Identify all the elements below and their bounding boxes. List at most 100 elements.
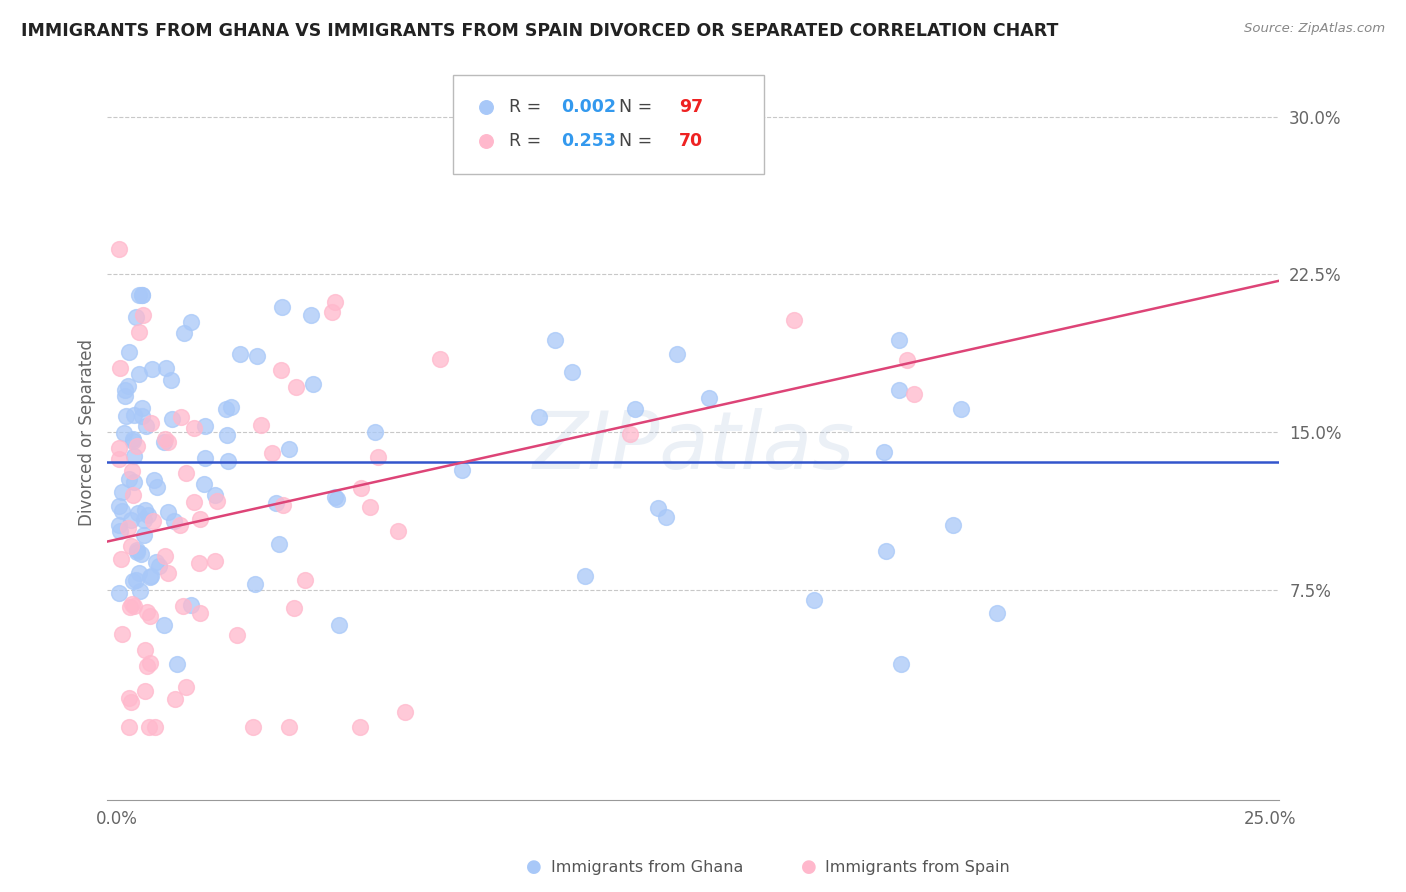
Point [108, 524, 131, 539]
Point [183, 421, 205, 435]
Point [986, 606, 1008, 620]
Point [350, 481, 373, 495]
Point [120, 695, 142, 709]
Point [108, 518, 131, 533]
Text: ●: ● [800, 858, 817, 876]
Point [394, 705, 416, 719]
Point [118, 690, 141, 705]
Point [188, 606, 211, 620]
Point [544, 333, 567, 347]
Point [118, 345, 141, 359]
Text: 97: 97 [679, 98, 703, 116]
Point [219, 400, 242, 414]
Point [283, 600, 305, 615]
Point [561, 365, 583, 379]
Point [110, 360, 132, 375]
Point [115, 409, 138, 423]
Point [875, 544, 897, 558]
Point [122, 488, 145, 502]
Point [122, 475, 145, 489]
Point [117, 520, 139, 534]
Point [262, 446, 284, 460]
Point [619, 426, 641, 441]
Point [108, 452, 131, 467]
Point [180, 598, 202, 612]
Point [142, 514, 165, 528]
Point [270, 301, 292, 315]
Point [152, 618, 174, 632]
Point [141, 362, 163, 376]
Point [155, 549, 177, 563]
Point [169, 518, 191, 533]
Point [217, 428, 239, 442]
Point [173, 326, 195, 341]
Point [170, 410, 193, 425]
Point [157, 435, 180, 450]
Point [127, 545, 149, 559]
Point [803, 593, 825, 607]
Point [172, 599, 194, 613]
Point [359, 500, 381, 514]
Point [326, 492, 349, 507]
Point [271, 498, 294, 512]
Point [134, 502, 156, 516]
Point [118, 720, 141, 734]
Point [157, 566, 180, 581]
Point [132, 513, 155, 527]
Point [887, 333, 910, 347]
Point [665, 347, 688, 361]
Point [139, 417, 162, 431]
Point [108, 499, 131, 513]
Point [134, 683, 156, 698]
Point [108, 586, 131, 600]
Y-axis label: Divorced or Separated: Divorced or Separated [79, 339, 96, 525]
Point [145, 555, 167, 569]
Point [367, 450, 389, 465]
Point [131, 401, 153, 415]
Point [124, 449, 146, 463]
Point [163, 515, 186, 529]
Text: 0.002: 0.002 [561, 98, 616, 116]
Point [112, 426, 135, 441]
FancyBboxPatch shape [453, 75, 763, 175]
Point [783, 313, 806, 327]
Point [323, 295, 346, 310]
Point [122, 599, 145, 614]
Point [217, 454, 239, 468]
Point [193, 476, 215, 491]
Text: ZIPatlas: ZIPatlas [533, 408, 855, 486]
Point [125, 543, 148, 558]
Point [120, 513, 142, 527]
Point [194, 451, 217, 466]
Point [125, 439, 148, 453]
Point [114, 389, 136, 403]
Point [647, 500, 669, 515]
Point [204, 487, 226, 501]
Point [166, 657, 188, 671]
Point [697, 391, 720, 405]
Point [139, 608, 162, 623]
Point [163, 691, 186, 706]
Point [128, 326, 150, 340]
Point [128, 367, 150, 381]
Point [132, 528, 155, 542]
Point [117, 379, 139, 393]
Point [134, 643, 156, 657]
Point [138, 720, 160, 734]
Text: R =: R = [509, 132, 547, 151]
Text: R =: R = [509, 98, 547, 116]
Point [187, 556, 209, 570]
Point [111, 627, 134, 641]
Point [267, 537, 290, 551]
Point [125, 310, 148, 324]
Point [364, 425, 387, 439]
Point [155, 360, 177, 375]
Point [574, 568, 596, 582]
Point [135, 658, 157, 673]
Point [121, 464, 143, 478]
Point [143, 720, 166, 734]
Point [122, 574, 145, 588]
Point [122, 434, 145, 448]
Text: ●: ● [526, 858, 543, 876]
Point [159, 373, 181, 387]
